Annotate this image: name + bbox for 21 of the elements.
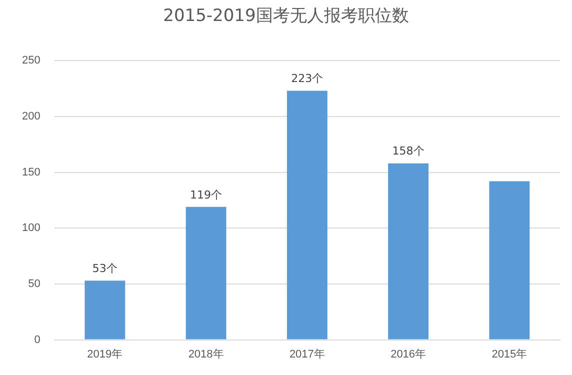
chart-title: 2015-2019国考无人报考职位数 xyxy=(162,5,410,27)
x-tick-label: 2017年 xyxy=(289,348,325,360)
data-label: 158个 xyxy=(392,144,424,158)
y-tick-label: 250 xyxy=(22,54,40,67)
bar xyxy=(186,206,226,340)
x-tick-label: 2019年 xyxy=(87,348,123,360)
bar xyxy=(84,280,126,340)
x-tick-label: 2018年 xyxy=(188,348,224,360)
bar xyxy=(388,163,429,340)
bar xyxy=(489,181,530,340)
data-label: 53个 xyxy=(92,262,118,275)
y-tick-label: 100 xyxy=(22,222,40,234)
y-tick-label: 50 xyxy=(28,278,40,290)
data-label: 223个 xyxy=(291,72,324,86)
y-tick-label: 0 xyxy=(34,334,40,346)
bar xyxy=(286,90,328,340)
y-tick-label: 200 xyxy=(22,110,40,122)
y-tick-label: 150 xyxy=(22,166,40,178)
x-tick-label: 2015年 xyxy=(492,348,528,360)
x-tick-label: 2016年 xyxy=(390,348,426,360)
data-label: 119个 xyxy=(190,188,222,202)
